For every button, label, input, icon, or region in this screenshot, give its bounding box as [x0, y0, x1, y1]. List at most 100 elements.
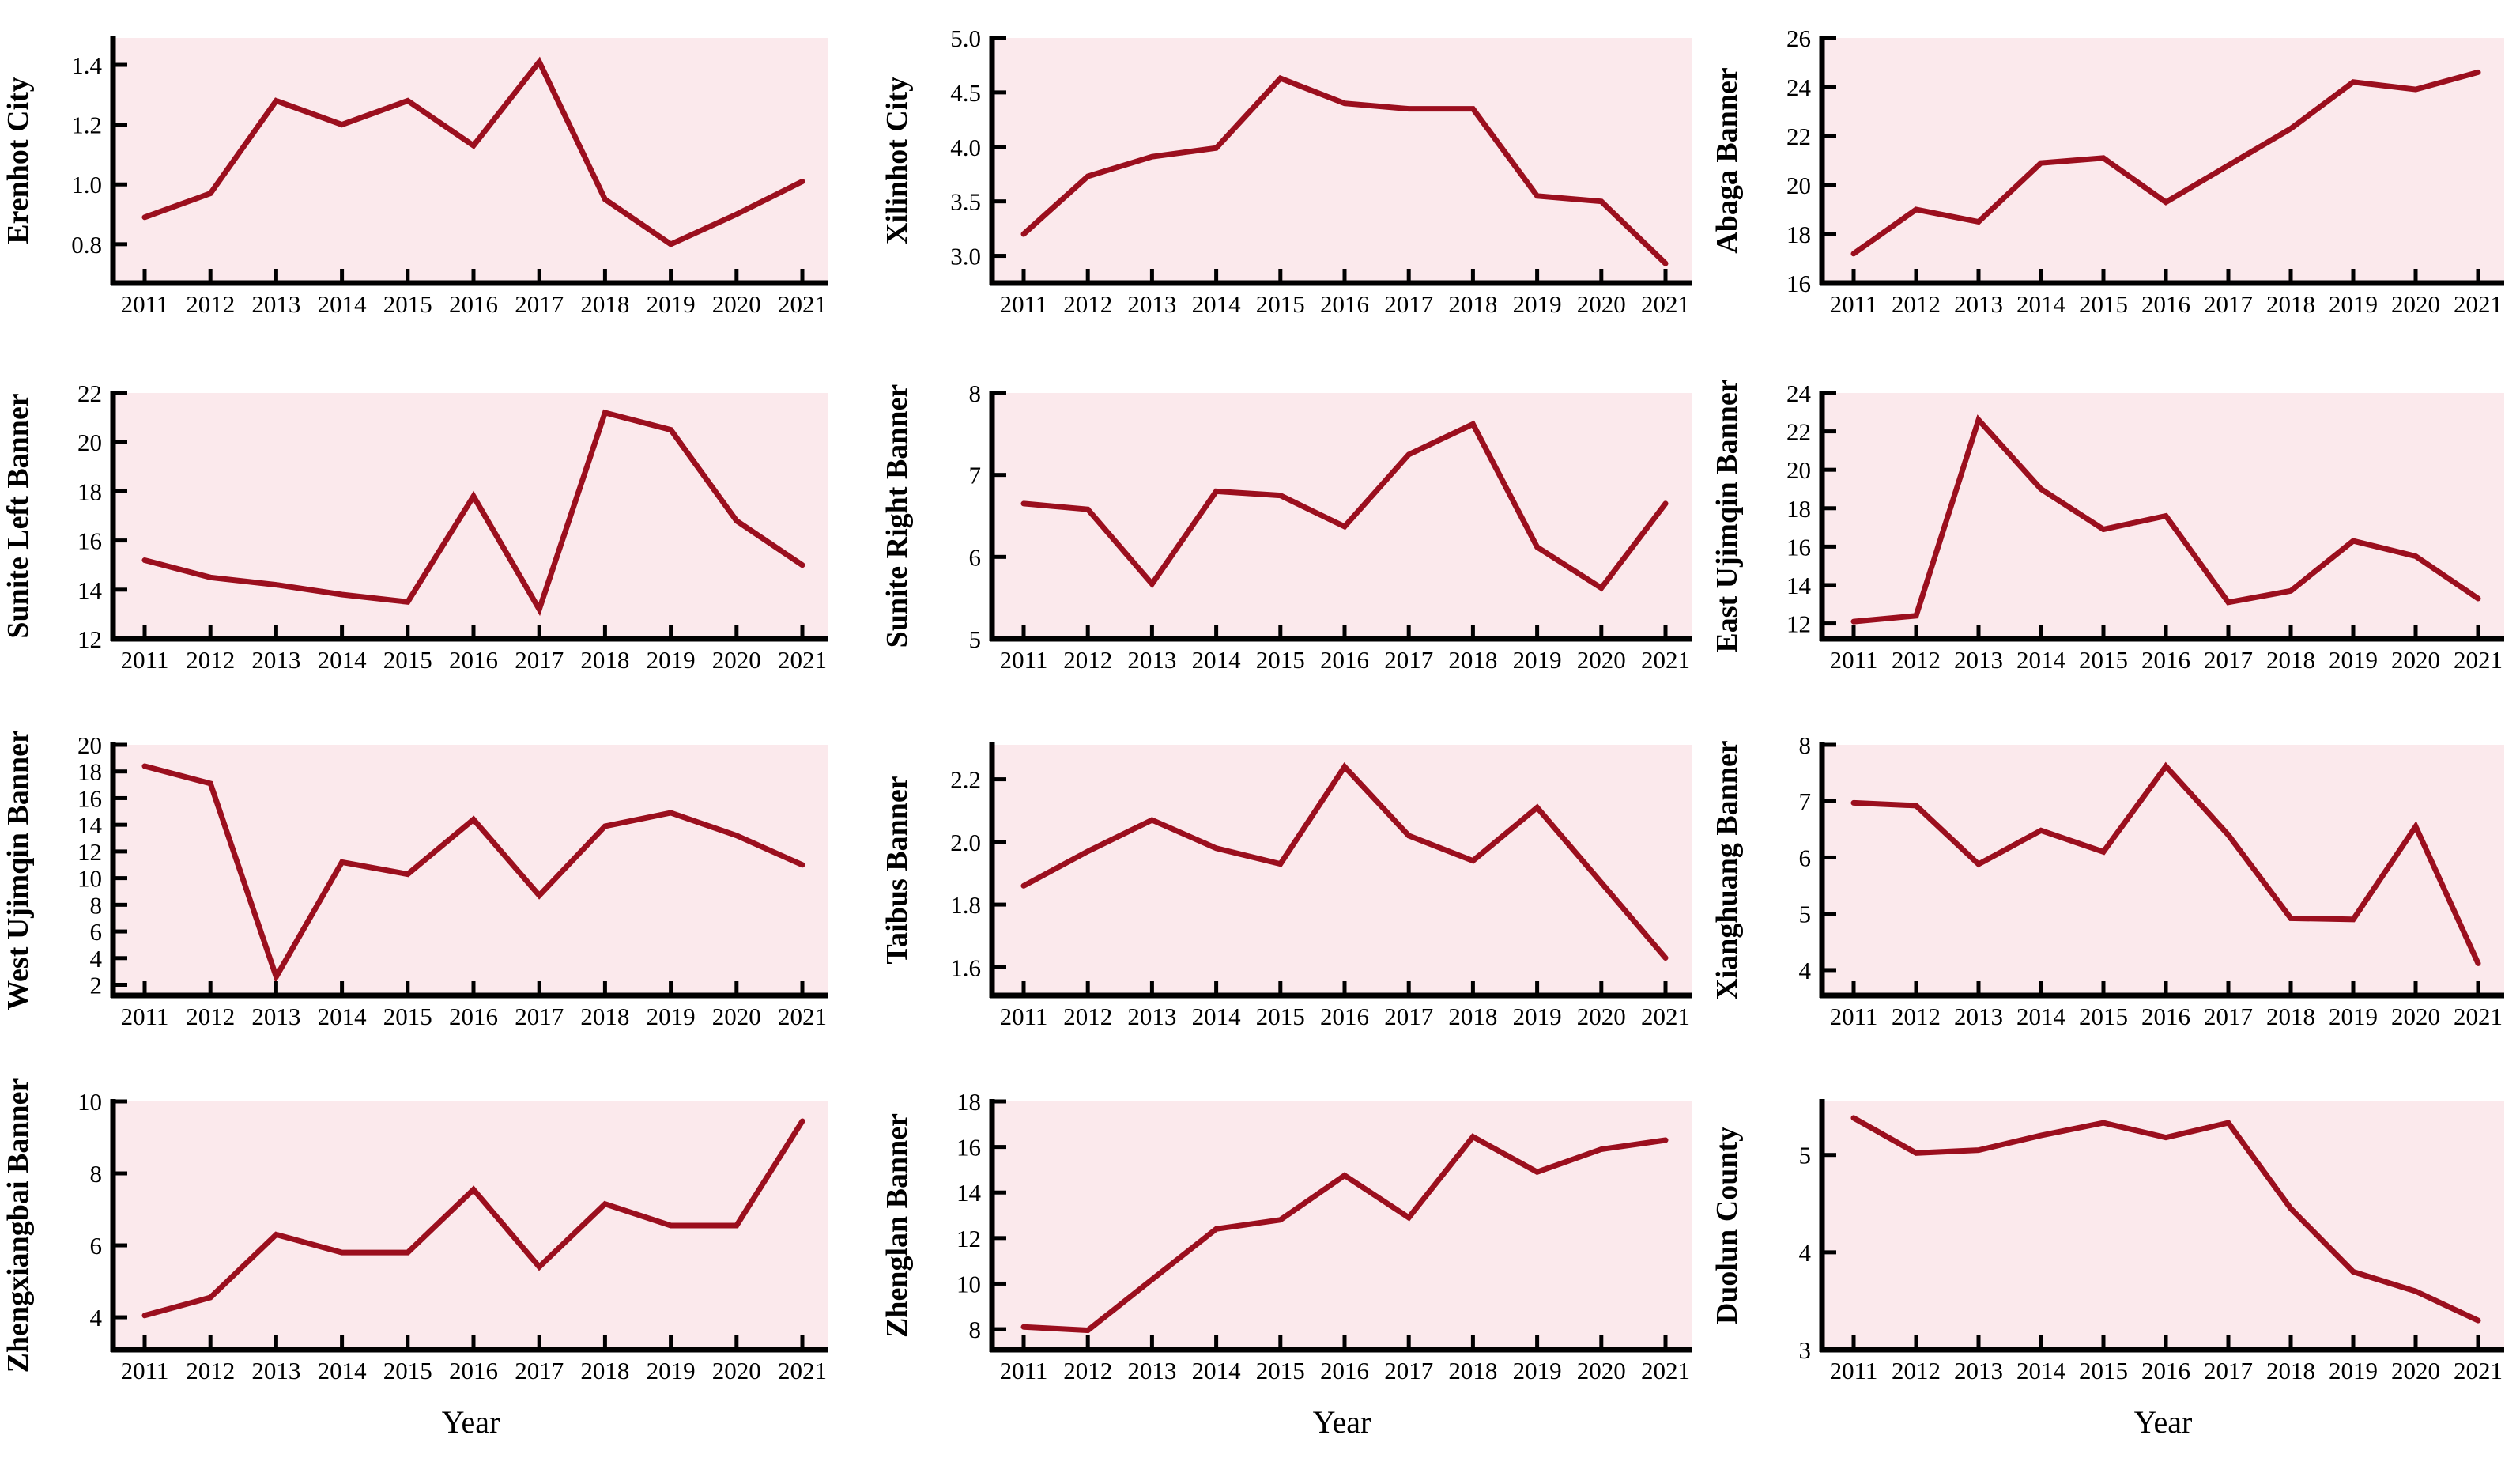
x-tick-label: 2015 — [2079, 646, 2128, 674]
y-tick-label: 7 — [1799, 788, 1812, 815]
x-tick-label: 2021 — [1641, 1003, 1690, 1030]
x-tick-label: 2015 — [1256, 290, 1305, 318]
subplot-zhengxiangbai-banner: 2011 2012 2013 2014 2015 2016 2017 2018 2019 2020… — [2, 1078, 828, 1440]
x-tick-label: 2016 — [2141, 1003, 2190, 1030]
plot-area — [992, 745, 1692, 995]
series-line — [141, 56, 805, 247]
x-tick-label: 2017 — [1384, 290, 1433, 318]
x-tick-label: 2016 — [449, 1357, 498, 1384]
x-tick-label: 2017 — [515, 290, 564, 318]
subplot-zhenglan-banner: 2011 2012 2013 2014 2015 2016 2017 2018 2019 2020… — [881, 1088, 1692, 1440]
x-axis-label: Year — [442, 1404, 500, 1440]
y-tick-label: 18 — [956, 1088, 981, 1116]
y-tick-label: 4 — [90, 1304, 103, 1331]
y-tick-label: 26 — [1786, 25, 1811, 52]
subplot-taibus-banner: 2011 2012 2013 2014 2015 2016 2017 2018 2019 2020… — [881, 742, 1692, 1030]
x-tick-label: 2021 — [2454, 290, 2503, 318]
series-line — [1020, 1133, 1669, 1334]
x-tick-label: 2017 — [2204, 290, 2253, 318]
x-tick-label: 2021 — [778, 290, 827, 318]
x-tick-label: 2013 — [251, 290, 300, 318]
y-axis-label: Taibus Banner — [881, 776, 914, 964]
y-axis-label: West Ujimqin Banner — [2, 730, 35, 1010]
x-tick-label: 2019 — [647, 290, 696, 318]
x-tick-label: 2012 — [1063, 1003, 1112, 1030]
y-tick-label: 1.8 — [950, 891, 981, 919]
x-tick-label: 2021 — [1641, 646, 1690, 674]
y-tick-label: 16 — [77, 527, 102, 555]
subplot-xianghuang-banner: 2011 2012 2013 2014 2015 2016 2017 2018 2019 2020… — [1711, 731, 2504, 1030]
y-tick-label: 10 — [77, 865, 102, 893]
x-tick-label: 2011 — [1000, 1003, 1048, 1030]
y-tick-label: 16 — [956, 1134, 981, 1161]
x-tick-label: 2017 — [1384, 1357, 1433, 1384]
series-line — [141, 409, 805, 617]
x-tick-label: 2021 — [778, 646, 827, 674]
plot-area — [1822, 1101, 2504, 1350]
y-tick-label: 14 — [77, 576, 103, 604]
y-axis-label: Duolun County — [1711, 1127, 1744, 1324]
x-tick-label: 2011 — [1830, 646, 1878, 674]
x-tick-label: 2020 — [2391, 646, 2440, 674]
y-tick-label: 12 — [77, 838, 102, 866]
y-tick-label: 22 — [1786, 123, 1811, 150]
x-tick-label: 2020 — [1577, 646, 1626, 674]
y-tick-label: 5 — [969, 625, 982, 653]
x-tick-label: 2018 — [2266, 1003, 2315, 1030]
y-tick-label: 5.0 — [950, 25, 981, 52]
y-tick-label: 14 — [956, 1179, 982, 1207]
plot-area — [992, 1101, 1692, 1350]
x-tick-label: 2015 — [383, 290, 432, 318]
y-axis-label: Abaga Banner — [1711, 67, 1744, 254]
plot-area — [1822, 745, 2504, 995]
x-tick-label: 2016 — [2141, 1357, 2190, 1384]
x-tick-label: 2012 — [186, 290, 235, 318]
x-tick-label: 2011 — [121, 1357, 169, 1384]
subplot-east-ujimqin-banner: 2011 2012 2013 2014 2015 2016 2017 2018 2019 2020… — [1711, 379, 2504, 674]
y-tick-label: 5 — [1799, 901, 1812, 928]
x-tick-label: 2011 — [121, 646, 169, 674]
x-tick-label: 2021 — [2454, 646, 2503, 674]
x-tick-label: 2021 — [778, 1003, 827, 1030]
x-tick-label: 2012 — [1063, 290, 1112, 318]
x-tick-label: 2021 — [2454, 1357, 2503, 1384]
x-tick-label: 2021 — [778, 1357, 827, 1384]
x-tick-label: 2014 — [318, 290, 368, 318]
x-tick-label: 2021 — [1641, 290, 1690, 318]
x-tick-label: 2011 — [1000, 290, 1048, 318]
y-axis-label: Zhenglan Banner — [881, 1113, 914, 1338]
y-tick-label: 20 — [77, 429, 102, 456]
y-axis-label: East Ujimqin Banner — [1711, 379, 1744, 652]
y-tick-label: 12 — [1786, 610, 1811, 638]
y-tick-label: 12 — [77, 625, 102, 653]
x-tick-label: 2015 — [2079, 1357, 2128, 1384]
x-tick-label: 2019 — [647, 1357, 696, 1384]
x-tick-label: 2017 — [515, 646, 564, 674]
x-tick-label: 2019 — [2329, 646, 2378, 674]
y-tick-label: 20 — [1786, 456, 1811, 484]
x-tick-label: 2012 — [186, 1003, 235, 1030]
x-tick-label: 2018 — [2266, 1357, 2315, 1384]
plot-area — [1822, 38, 2504, 283]
y-tick-label: 18 — [77, 758, 102, 786]
x-tick-label: 2019 — [2329, 290, 2378, 318]
x-tick-label: 2018 — [580, 1003, 629, 1030]
y-tick-label: 3 — [1799, 1336, 1812, 1364]
x-tick-label: 2019 — [1513, 646, 1562, 674]
plot-area — [113, 393, 828, 639]
x-tick-label: 2015 — [383, 1003, 432, 1030]
x-tick-label: 2020 — [1577, 1357, 1626, 1384]
y-tick-label: 1.6 — [950, 954, 981, 981]
x-tick-label: 2019 — [1513, 1357, 1562, 1384]
x-tick-label: 2016 — [1320, 1357, 1369, 1384]
x-tick-label: 2016 — [449, 290, 498, 318]
x-tick-label: 2013 — [251, 646, 300, 674]
x-tick-label: 2020 — [712, 646, 761, 674]
y-axis-label: Xilinhot City — [881, 77, 914, 244]
y-tick-label: 14 — [77, 811, 103, 839]
y-tick-label: 24 — [1786, 380, 1812, 407]
plot-area — [113, 38, 828, 283]
y-tick-label: 8 — [90, 1160, 103, 1188]
y-axis-label: Sunite Left Banner — [2, 393, 35, 638]
